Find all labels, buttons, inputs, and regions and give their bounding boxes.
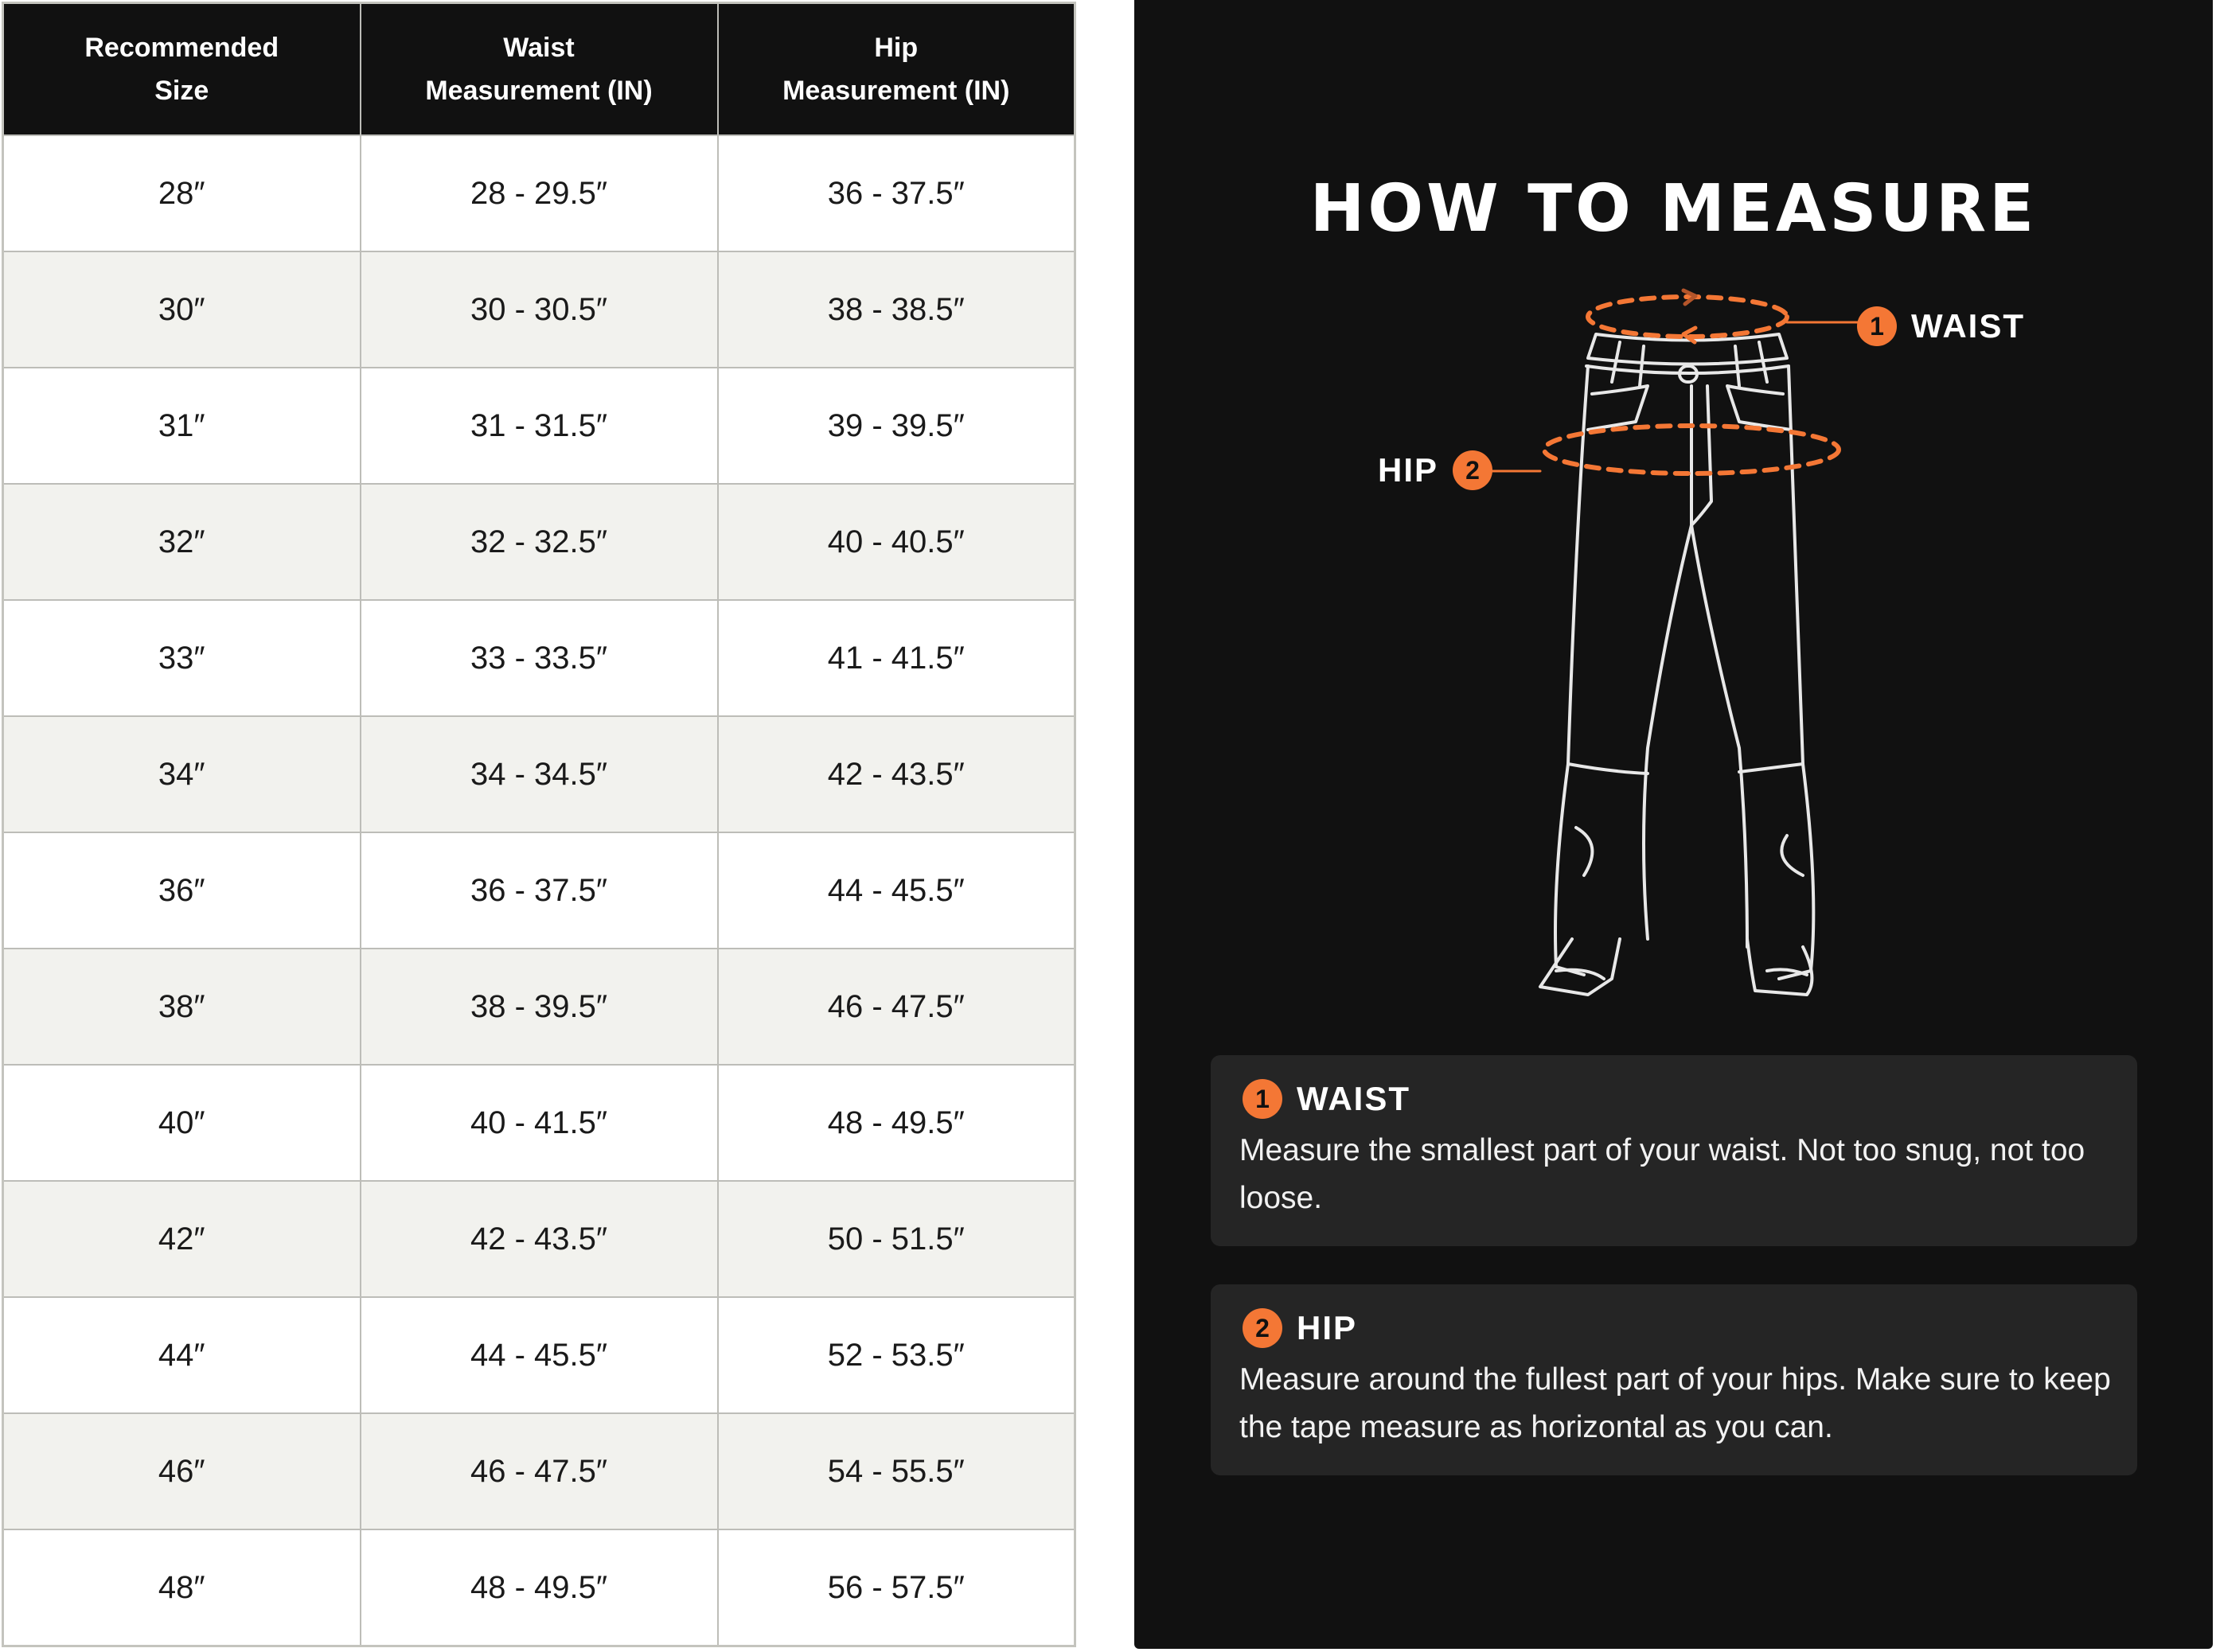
waist-instruction-card: 1 WAIST Measure the smallest part of you… <box>1211 1055 2137 1246</box>
waist-cell: 40 - 41.5″ <box>359 1064 719 1182</box>
waist-callout-label: WAIST <box>1911 307 2025 345</box>
waist-cell: 30 - 30.5″ <box>359 251 719 368</box>
hip-cell: 40 - 40.5″ <box>716 483 1076 601</box>
size-cell: 30″ <box>2 251 361 368</box>
header-recommended-size: Recommended Size <box>2 2 361 135</box>
hip-cell: 42 - 43.5″ <box>716 715 1076 833</box>
waist-cell: 38 - 39.5″ <box>359 948 719 1066</box>
table-row: 48″ 48 - 49.5″ 56 - 57.5″ <box>2 1529 1076 1647</box>
waist-cell: 33 - 33.5″ <box>359 599 719 717</box>
size-cell: 28″ <box>2 134 361 252</box>
how-to-measure-panel: HOW TO MEASURE 1 <box>1134 0 2213 1649</box>
panel-title: HOW TO MEASURE <box>1309 171 2038 247</box>
table-row: 38″ 38 - 39.5″ 46 - 47.5″ <box>2 948 1076 1066</box>
card-heading: 2 HIP <box>1243 1308 1357 1348</box>
hip-instruction-card: 2 HIP Measure around the fullest part of… <box>1211 1284 2137 1475</box>
size-cell: 34″ <box>2 715 361 833</box>
hip-cell: 46 - 47.5″ <box>716 948 1076 1066</box>
table-row: 30″ 30 - 30.5″ 38 - 38.5″ <box>2 251 1076 368</box>
hip-cell: 54 - 55.5″ <box>716 1412 1076 1530</box>
waist-cell: 46 - 47.5″ <box>359 1412 719 1530</box>
table-row: 31″ 31 - 31.5″ 39 - 39.5″ <box>2 367 1076 485</box>
size-cell: 48″ <box>2 1529 361 1647</box>
card-heading: 1 WAIST <box>1243 1079 1410 1119</box>
card-text: Measure around the fullest part of your … <box>1239 1362 2111 1444</box>
hip-number-badge: 2 <box>1453 450 1493 490</box>
header-line: Recommended <box>84 33 279 63</box>
card-title: WAIST <box>1297 1080 1410 1117</box>
header-hip: Hip Measurement (IN) <box>717 2 1076 135</box>
hip-cell: 36 - 37.5″ <box>716 134 1076 252</box>
waist-cell: 36 - 37.5″ <box>359 832 719 949</box>
hip-cell: 38 - 38.5″ <box>716 251 1076 368</box>
number-badge: 1 <box>1243 1079 1282 1119</box>
size-cell: 46″ <box>2 1412 361 1530</box>
table-row: 32″ 32 - 32.5″ 40 - 40.5″ <box>2 483 1076 601</box>
hip-cell: 52 - 53.5″ <box>716 1296 1076 1414</box>
waist-callout: 1 WAIST <box>1857 306 2025 346</box>
table-row: 42″ 42 - 43.5″ 50 - 51.5″ <box>2 1180 1076 1298</box>
header-line: Waist <box>503 33 575 63</box>
size-cell: 32″ <box>2 483 361 601</box>
waist-cell: 44 - 45.5″ <box>359 1296 719 1414</box>
hip-cell: 41 - 41.5″ <box>716 599 1076 717</box>
size-cell: 38″ <box>2 948 361 1066</box>
hip-cell: 39 - 39.5″ <box>716 367 1076 485</box>
table-row: 46″ 46 - 47.5″ 54 - 55.5″ <box>2 1412 1076 1530</box>
size-cell: 44″ <box>2 1296 361 1414</box>
hip-cell: 56 - 57.5″ <box>716 1529 1076 1647</box>
size-cell: 42″ <box>2 1180 361 1298</box>
header-line: Measurement (IN) <box>425 76 653 106</box>
table-row: 44″ 44 - 45.5″ 52 - 53.5″ <box>2 1296 1076 1414</box>
waist-cell: 34 - 34.5″ <box>359 715 719 833</box>
table-row: 36″ 36 - 37.5″ 44 - 45.5″ <box>2 832 1076 949</box>
table-row: 40″ 40 - 41.5″ 48 - 49.5″ <box>2 1064 1076 1182</box>
header-line: Hip <box>874 33 919 63</box>
header-waist: Waist Measurement (IN) <box>360 2 719 135</box>
hip-callout: HIP 2 <box>1378 450 1493 490</box>
table-row: 33″ 33 - 33.5″ 41 - 41.5″ <box>2 599 1076 717</box>
waist-cell: 28 - 29.5″ <box>359 134 719 252</box>
waist-cell: 42 - 43.5″ <box>359 1180 719 1298</box>
card-text: Measure the smallest part of your waist.… <box>1239 1133 2085 1215</box>
table-row: 34″ 34 - 34.5″ 42 - 43.5″ <box>2 715 1076 833</box>
hip-callout-label: HIP <box>1378 451 1439 489</box>
waist-number-badge: 1 <box>1857 306 1897 346</box>
size-cell: 40″ <box>2 1064 361 1182</box>
waist-cell: 32 - 32.5″ <box>359 483 719 601</box>
header-line: Size <box>154 76 209 106</box>
waist-cell: 31 - 31.5″ <box>359 367 719 485</box>
header-line: Measurement (IN) <box>782 76 1010 106</box>
number-badge: 2 <box>1243 1308 1282 1348</box>
size-cell: 31″ <box>2 367 361 485</box>
hip-cell: 50 - 51.5″ <box>716 1180 1076 1298</box>
waist-cell: 48 - 49.5″ <box>359 1529 719 1647</box>
hip-cell: 44 - 45.5″ <box>716 832 1076 949</box>
size-chart-table: Recommended Size Waist Measurement (IN) Hi… <box>2 2 1076 1647</box>
card-title: HIP <box>1297 1309 1358 1346</box>
table-header-row: Recommended Size Waist Measurement (IN) Hi… <box>2 2 1076 135</box>
pants-outline-icon <box>1491 288 1862 996</box>
hip-cell: 48 - 49.5″ <box>716 1064 1076 1182</box>
size-cell: 33″ <box>2 599 361 717</box>
table-row: 28″ 28 - 29.5″ 36 - 37.5″ <box>2 134 1076 252</box>
size-cell: 36″ <box>2 832 361 949</box>
